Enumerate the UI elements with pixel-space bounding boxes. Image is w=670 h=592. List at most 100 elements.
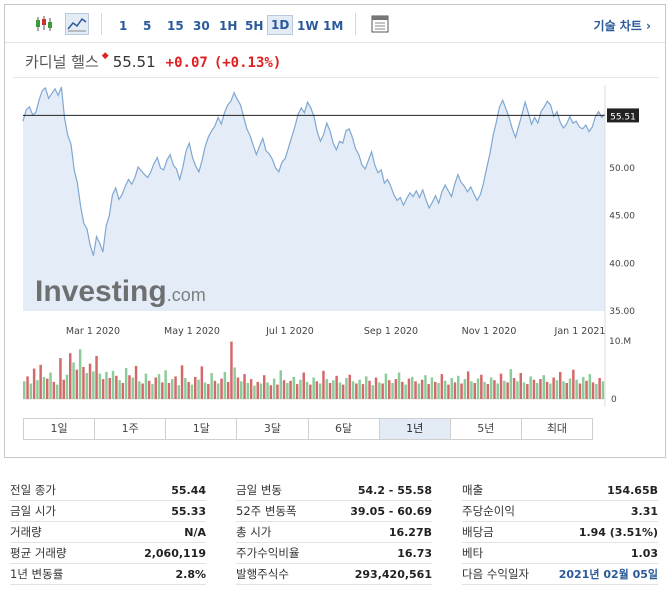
volume-bar — [480, 374, 483, 399]
volume-bar — [355, 383, 358, 399]
stat-value: 154.65B — [607, 483, 658, 497]
volume-bar — [92, 371, 95, 399]
quote-header: 카디널 헬스 ◆ 55.51 +0.07 (+0.13%) — [25, 51, 281, 73]
volume-bar — [453, 382, 457, 399]
stat-label: 베타 — [462, 546, 484, 560]
volume-bar — [443, 380, 447, 399]
interval-5h[interactable]: 5H — [245, 19, 264, 33]
volume-bar — [72, 362, 75, 399]
interval-1[interactable]: 1 — [119, 19, 128, 33]
stat-label: 1년 변동률 — [10, 567, 64, 581]
volume-bar — [105, 371, 108, 399]
volume-bar — [338, 382, 342, 399]
technical-chart-link[interactable]: 기술 차트 › — [593, 19, 651, 33]
volume-bar — [52, 381, 56, 399]
stat-value[interactable]: 2021년 02월 05일 — [558, 568, 658, 581]
interval-1h[interactable]: 1H — [219, 19, 238, 33]
volume-bar — [414, 381, 417, 399]
range-4[interactable]: 6달 — [309, 419, 380, 439]
volume-bar — [437, 383, 440, 399]
toolbar-divider — [355, 13, 356, 35]
volume-bar — [424, 375, 427, 399]
volume-bar — [526, 384, 529, 399]
current-price-tag — [607, 108, 639, 123]
stock-price: 55.51 — [112, 53, 156, 71]
stat-value: 16.27B — [388, 525, 432, 539]
interval-15[interactable]: 15 — [167, 19, 184, 33]
volume-bar — [276, 384, 279, 399]
volume-bar — [111, 370, 115, 399]
volume-bar — [539, 379, 542, 399]
volume-bar — [184, 378, 187, 399]
range-2[interactable]: 1달 — [166, 419, 238, 439]
stat-label: 평균 거래량 — [10, 546, 67, 560]
volume-bar — [279, 370, 282, 399]
volume-bar — [32, 368, 36, 399]
volume-bar — [427, 384, 430, 399]
range-3[interactable]: 3달 — [237, 419, 309, 439]
volume-bar — [312, 377, 315, 399]
range-7[interactable]: 최대 — [546, 422, 568, 435]
interval-1w[interactable]: 1W — [297, 19, 319, 33]
volume-bar — [223, 371, 227, 399]
volume-bar — [371, 385, 374, 399]
stat-value: 2,060,119 — [144, 546, 206, 560]
calendar-icon[interactable] — [369, 14, 391, 34]
chart-toolbar: 1 5 15 30 1H 5H 1D 1W 1M 기술 차트 › — [5, 5, 665, 43]
volume-bar — [256, 381, 259, 399]
volume-bar — [493, 380, 496, 399]
volume-bar — [351, 381, 355, 399]
stat-row: 다음 수익일자 2021년 02월 05일 — [462, 564, 658, 585]
volume-bar — [411, 376, 414, 399]
volume-bar — [325, 379, 328, 399]
volume-bar — [305, 381, 309, 399]
stat-label: 금일 변동 — [236, 483, 282, 497]
volume-bar — [466, 371, 470, 399]
toolbar-divider — [101, 13, 102, 35]
stat-value: 1.03 — [630, 546, 658, 560]
volume-bar — [499, 373, 503, 399]
x-tick-label: May 1 2020 — [164, 326, 220, 337]
volume-bar — [115, 375, 118, 399]
range-0[interactable]: 1일 — [24, 419, 96, 439]
price-chart[interactable]: Investing.com 55.51 35.00 40.00 45.00 50.00 Ma… — [5, 79, 665, 414]
volume-bar — [157, 374, 161, 399]
stats-column-1: 전일 종가 55.44 금일 시가 55.33 거래량 N/A 평균 거래량 2,060,11… — [10, 480, 206, 585]
volume-bar — [59, 358, 62, 399]
volume-bar — [397, 372, 401, 399]
candlestick-icon[interactable] — [33, 14, 55, 34]
volume-bar — [207, 384, 210, 399]
volume-bar — [263, 375, 266, 399]
interval-5[interactable]: 5 — [143, 19, 152, 33]
volume-bar — [203, 382, 207, 399]
range-5[interactable]: 1년 — [379, 419, 451, 439]
stat-row: 매출 154.65B — [462, 480, 658, 501]
volume-bar — [62, 379, 65, 399]
volume-bar — [378, 382, 381, 399]
volume-bar — [601, 381, 605, 399]
volume-bar — [318, 383, 322, 399]
range-selector: 1일 1주 1달 3달 6달 1년 5년 최대 — [23, 418, 593, 440]
interval-1m[interactable]: 1M — [323, 19, 344, 33]
volume-bar — [197, 379, 200, 399]
divider — [13, 77, 659, 78]
stat-row: 전일 종가 55.44 — [10, 480, 206, 501]
interval-1d[interactable]: 1D — [267, 15, 294, 35]
range-6[interactable]: 5년 — [451, 419, 522, 439]
volume-bar — [46, 378, 49, 399]
volume-bar — [246, 383, 250, 399]
stat-value: 55.33 — [171, 504, 206, 518]
price-line — [22, 86, 606, 256]
volume-bar — [29, 383, 33, 399]
stat-label: 배당금 — [462, 525, 494, 539]
volume-bar — [85, 373, 88, 399]
stat-row: 거래량 N/A — [10, 522, 206, 543]
interval-30[interactable]: 30 — [193, 19, 210, 33]
volume-bar — [486, 384, 490, 399]
area-chart-icon[interactable] — [65, 13, 89, 35]
price-change: +0.07 — [165, 55, 208, 71]
volume-bar — [503, 380, 506, 399]
volume-bar — [591, 382, 595, 399]
volume-bar — [322, 370, 325, 399]
range-1[interactable]: 1주 — [95, 419, 167, 439]
